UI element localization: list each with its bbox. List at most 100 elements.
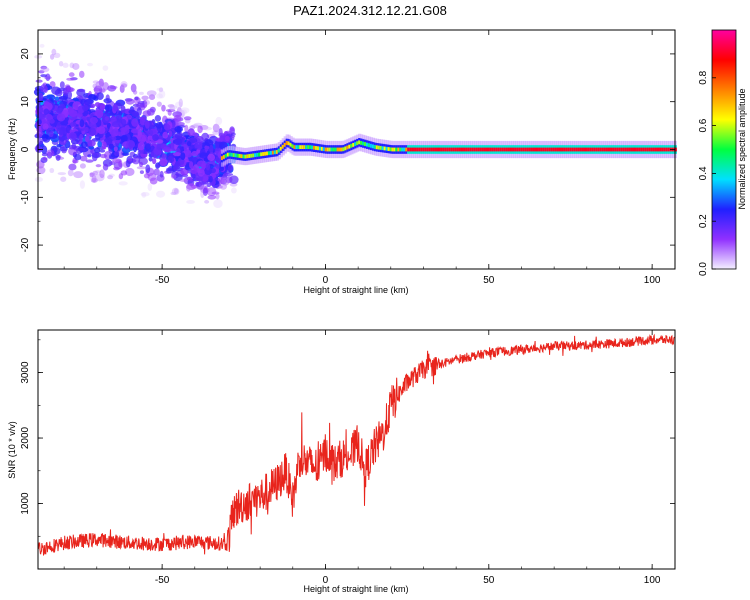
spectrogram-cell (646, 147, 650, 152)
spectrogram-cell (113, 166, 120, 171)
spectrogram-cell (112, 158, 122, 163)
spectrogram-cell (137, 141, 145, 151)
spectrogram-cell (236, 153, 240, 158)
spectrogram-cell (197, 125, 203, 134)
spectrogram-cell (148, 94, 156, 101)
spectrogram-cell (130, 128, 139, 134)
spectrogram-cell (505, 147, 509, 152)
spectrogram-cell (358, 140, 362, 145)
spectrogram-cell (360, 140, 364, 145)
spectrogram-cell (342, 147, 346, 152)
spectrogram-cell (204, 166, 212, 176)
spectrogram-cell (336, 147, 340, 152)
snr-panel: -50 0 50 100 1000 2000 3000 Height of straight… (7, 329, 676, 594)
spectrogram-cell (393, 147, 397, 152)
spectrogram-cell (144, 143, 151, 152)
spectrogram-cell (139, 170, 144, 174)
spectrogram-cell (248, 154, 252, 158)
spectrogram-cell (68, 72, 75, 77)
spectrogram-cell (187, 128, 195, 137)
snr-frame (37, 329, 676, 570)
spectrogram-cell (628, 147, 632, 152)
spectrogram-cell (552, 147, 556, 152)
spectrogram-cell (356, 141, 360, 146)
spectrogram-cell (207, 153, 216, 162)
spectrogram-cell (180, 152, 186, 160)
spectrogram-cell (128, 141, 135, 149)
spectrogram-cell (162, 146, 171, 153)
spectrogram-cell (120, 170, 128, 176)
spectrogram-cell (434, 147, 438, 152)
spectrogram-cell (195, 181, 200, 187)
spectrogram-cell (72, 62, 80, 70)
spectrogram-cell (79, 133, 84, 142)
snr-series-line (37, 333, 675, 556)
spectrogram-cell (167, 155, 175, 164)
spectrogram-cell (43, 101, 50, 106)
spectrogram-cell (154, 114, 162, 122)
spectrogram-cell (229, 127, 235, 132)
snr-y-tick-label: 1000 (20, 492, 31, 515)
spectrogram-cell (354, 142, 358, 146)
spectrogram-cell (522, 147, 526, 152)
spectrogram-cell (448, 147, 452, 152)
spectrogram-cell (180, 107, 190, 114)
spectrogram-cell (161, 104, 166, 112)
spectrogram-cell (209, 144, 214, 154)
spectrogram-cell (51, 48, 57, 56)
spectrogram-cell (170, 174, 177, 179)
spectrogram-cell (64, 86, 74, 93)
spectrogram-cell (38, 92, 44, 101)
spectrogram-y-tick-label: 0 (20, 146, 31, 152)
spectrogram-cell (222, 155, 227, 159)
spectrogram-cell (297, 145, 301, 150)
spectrogram-x-axis-label: Height of straight line (km) (303, 285, 408, 295)
spectrogram-cell (250, 153, 254, 158)
spectrogram-cell (69, 62, 75, 69)
spectrogram-cell (295, 145, 299, 150)
spectrogram-cell (40, 74, 48, 78)
snr-ticks: -50 0 50 100 1000 2000 3000 (20, 330, 675, 586)
spectrogram-cell (36, 106, 44, 114)
spectrogram-cell (575, 147, 579, 152)
spectrogram-cell (171, 187, 180, 196)
spectrogram-cell (403, 147, 407, 152)
spectrogram-cell (204, 145, 210, 150)
spectrogram-cell (499, 147, 503, 152)
spectrogram-y-tick-label: -20 (20, 237, 31, 252)
spectrogram-x-tick-label: -50 (155, 275, 170, 286)
spectrogram-cell (583, 147, 587, 152)
spectrogram-cell (285, 141, 289, 145)
spectrogram-cell (405, 147, 409, 152)
spectrogram-cell (511, 147, 515, 152)
spectrogram-cell (174, 101, 183, 109)
spectrogram-cell (350, 143, 354, 148)
spectrogram-cell (34, 177, 43, 183)
spectrogram-cell (509, 147, 513, 152)
spectrogram-cell (147, 129, 154, 136)
spectrogram-cell (550, 147, 554, 152)
spectrogram-cell (287, 141, 291, 146)
spectrogram-cell (97, 140, 103, 148)
spectrogram-cell (79, 163, 86, 169)
spectrogram-cell (458, 147, 462, 152)
spectrogram-cell (136, 102, 145, 108)
spectrogram-cell (612, 147, 617, 152)
spectrogram-cell (301, 145, 305, 150)
spectrogram-cell (328, 147, 332, 152)
spectrogram-cell (41, 152, 48, 157)
spectrogram-cell (309, 145, 313, 150)
spectrogram-cell (234, 153, 238, 158)
spectrogram-panel: -50 0 50 100 -20 -10 0 10 20 Height of straight … (7, 29, 677, 295)
spectrogram-cell (152, 158, 157, 165)
spectrogram-cell (446, 147, 450, 152)
spectrogram-cell (158, 87, 164, 93)
spectrogram-cell (471, 147, 476, 152)
spectrogram-cell (173, 114, 182, 122)
spectrogram-cell (74, 153, 82, 161)
spectrogram-cell (640, 147, 644, 152)
spectrogram-cell (348, 144, 352, 149)
spectrogram-cell (162, 131, 169, 139)
spectrogram-cell (165, 108, 176, 113)
